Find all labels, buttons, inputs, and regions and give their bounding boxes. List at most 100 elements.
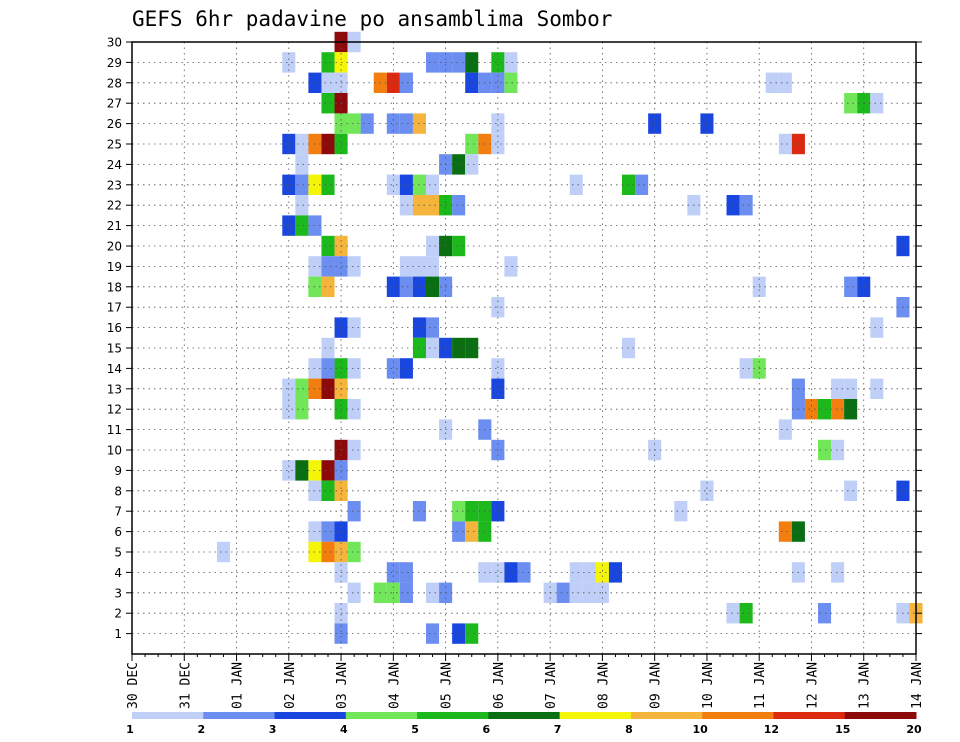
heatmap-cell [569, 174, 583, 195]
y-tick-label: 28 [107, 76, 122, 90]
heatmap-cell [399, 276, 413, 297]
colorbar-swatch [345, 712, 418, 719]
heatmap-cell [465, 133, 479, 155]
heatmap-cell [504, 52, 518, 73]
heatmap-cell [765, 72, 779, 93]
heatmap-cell [452, 623, 466, 644]
heatmap-cell [870, 317, 884, 338]
heatmap-cell [778, 521, 792, 542]
heatmap-cell [465, 501, 479, 522]
heatmap-cell [295, 154, 309, 175]
y-tick-label: 23 [107, 178, 122, 192]
heatmap-cell [347, 113, 361, 134]
y-tick-label: 22 [107, 199, 122, 213]
colorbar-swatch [132, 712, 204, 719]
heatmap-cell [282, 215, 296, 236]
heatmap-cell [216, 541, 230, 563]
colorbar [132, 712, 917, 719]
x-tick-label: 06 JAN [492, 662, 507, 709]
colorbar-label: 5 [411, 723, 419, 736]
heatmap-cell [321, 337, 335, 359]
heatmap-cell [399, 72, 413, 93]
heatmap-cell [491, 52, 505, 73]
y-tick-label: 8 [114, 484, 122, 498]
heatmap-cell [282, 52, 296, 73]
heatmap-cell [295, 133, 309, 155]
colorbar-label: 4 [340, 723, 348, 736]
x-tick-label: 05 JAN [440, 662, 455, 709]
heatmap-cell [622, 337, 636, 359]
heatmap-cell [465, 154, 479, 175]
heatmap-cell [347, 501, 361, 522]
heatmap-cell [804, 399, 818, 420]
x-tick-label: 03 JAN [335, 662, 350, 709]
heatmap-cell [426, 276, 440, 297]
heatmap-cell [321, 521, 335, 542]
x-tick-label: 08 JAN [596, 662, 611, 709]
heatmap-cell [870, 93, 884, 114]
heatmap-cell [778, 72, 792, 93]
heatmap-cell [465, 623, 479, 644]
y-tick-label: 16 [107, 321, 122, 335]
x-tick-label: 31 DEC [178, 662, 193, 709]
heatmap-cell [426, 174, 440, 195]
y-tick-label: 12 [107, 403, 122, 417]
heatmap-cell [831, 562, 845, 583]
heatmap-cell [491, 562, 505, 583]
heatmap-cell [399, 562, 413, 583]
heatmap-cell [726, 195, 740, 216]
heatmap-cell [295, 460, 309, 481]
heatmap-cell [504, 72, 518, 93]
y-tick-label: 30 [107, 36, 122, 50]
heatmap-cell [321, 174, 335, 195]
heatmap-cell [386, 358, 400, 379]
colorbar-label: 10 [693, 723, 709, 736]
heatmap-cell [426, 337, 440, 359]
y-tick-label: 5 [114, 546, 122, 560]
heatmap-cell [321, 93, 335, 114]
y-tick-label: 13 [107, 382, 122, 396]
heatmap-cell [491, 133, 505, 155]
heatmap-cell [726, 603, 740, 624]
y-tick-label: 29 [107, 56, 122, 70]
heatmap-cell [831, 439, 845, 461]
colorbar-label: 15 [835, 723, 850, 736]
colorbar-swatch [773, 712, 846, 719]
chart-title: GEFS 6hr padavine po ansamblima Sombor [132, 7, 612, 31]
heatmap-cell [386, 174, 400, 195]
colorbar-swatch [488, 712, 561, 719]
heatmap-cell [739, 195, 753, 216]
heatmap-cell [595, 562, 609, 583]
heatmap-cell [295, 195, 309, 216]
heatmap-cell [831, 399, 845, 420]
heatmap-cell [386, 113, 400, 134]
heatmap-cell [399, 582, 413, 603]
heatmap-cell [321, 358, 335, 379]
x-tick-label: 14 JAN [910, 662, 925, 709]
heatmap-cell [452, 52, 466, 73]
heatmap-cell [635, 174, 649, 195]
colorbar-label: 20 [906, 723, 922, 736]
grid-lines [132, 41, 916, 654]
heatmap-cell [360, 113, 374, 134]
heatmap-cell [452, 154, 466, 175]
heatmap-cell [491, 72, 505, 93]
heatmap-cell [491, 501, 505, 522]
heatmap-cell [347, 399, 361, 420]
heatmap-cell [426, 195, 440, 216]
colorbar-swatch [274, 712, 347, 719]
heatmap-cell [818, 439, 832, 461]
heatmap-cell [426, 235, 440, 257]
heatmap-cell [321, 133, 335, 155]
y-tick-label: 19 [107, 260, 122, 274]
heatmap-cell [556, 582, 570, 603]
heatmap-cells [216, 31, 923, 644]
heatmap-cell [818, 603, 832, 624]
heatmap-cell [465, 52, 479, 73]
heatmap-cell [282, 174, 296, 195]
y-tick-label: 14 [107, 362, 122, 376]
heatmap-cell [844, 480, 858, 501]
y-axis-labels: 1234567891011121314151617181920212223242… [107, 36, 122, 642]
heatmap-cell [739, 603, 753, 624]
heatmap-cell [831, 378, 845, 399]
